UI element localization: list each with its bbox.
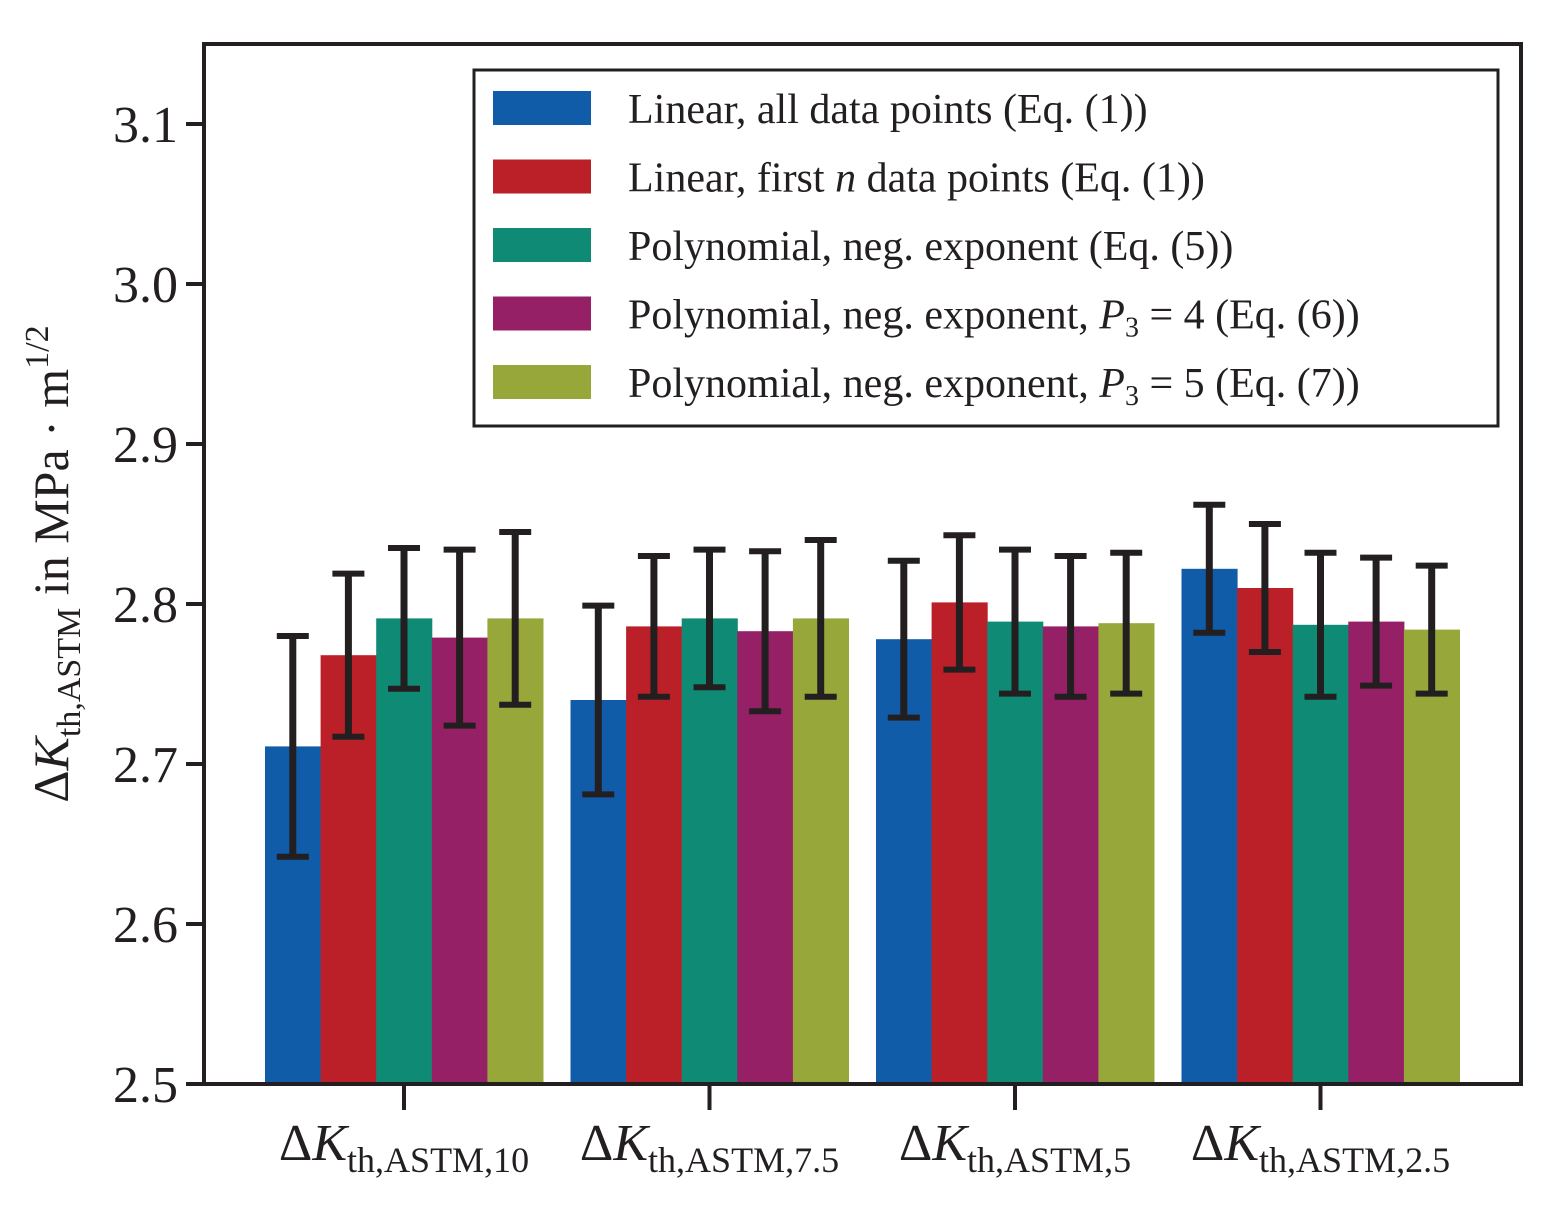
bars-layer <box>265 568 1460 1084</box>
legend-text-post: = 5 (Eq. (7)) <box>1139 361 1360 407</box>
legend: Linear, all data points (Eq. (1)) Linear,… <box>472 68 1500 428</box>
legend-swatch <box>493 159 591 194</box>
legend-frame <box>472 68 1500 428</box>
bar <box>1098 623 1155 1084</box>
plot-frame <box>202 42 1523 1086</box>
x-tick-label: ΔKth,ASTM,10 <box>279 1115 529 1180</box>
legend-var: P <box>1098 293 1125 339</box>
legend-swatch <box>493 91 591 125</box>
legend-text: Polynomial, neg. exponent, <box>628 293 1099 339</box>
legend-var: P <box>1098 361 1125 407</box>
x-tick-label: ΔKth,ASTM,5 <box>899 1115 1131 1180</box>
bar <box>1042 626 1099 1084</box>
y-tick-label: 3.0 <box>113 257 178 314</box>
bar <box>1292 624 1349 1084</box>
bar <box>1403 629 1460 1084</box>
legend-entry: Linear, all data points (Eq. (1)) <box>628 87 1148 133</box>
y-axis: 2.5 2.6 2.7 2.8 2.9 3.0 3.1 <box>113 97 204 1114</box>
legend-text-post: = 4 (Eq. (6)) <box>1139 293 1360 339</box>
x-tick-label: ΔKth,ASTM,2.5 <box>1191 1115 1450 1180</box>
bar <box>987 621 1044 1084</box>
x-label-delta: Δ <box>580 1115 613 1172</box>
legend-text: Polynomial, neg. exponent, <box>628 361 1099 407</box>
legend-sub: 3 <box>1125 313 1139 344</box>
legend-swatch <box>493 228 591 262</box>
x-label-delta: Δ <box>279 1115 312 1172</box>
ylabel-unit: in MPa · m <box>23 369 79 608</box>
x-label-delta: Δ <box>899 1115 932 1172</box>
x-label-var: K <box>612 1115 650 1172</box>
legend-entry: Polynomial, neg. exponent, P3 = 4 (Eq. (… <box>628 293 1360 344</box>
legend-entry: Polynomial, neg. exponent (Eq. (5)) <box>628 224 1233 270</box>
bar <box>376 618 433 1084</box>
bar <box>1237 588 1294 1084</box>
bar <box>626 626 683 1084</box>
legend-sub: 3 <box>1125 381 1139 412</box>
x-tick-label: ΔKth,ASTM,7.5 <box>580 1115 839 1180</box>
legend-text: Polynomial, neg. exponent (Eq. (5)) <box>628 224 1233 270</box>
y-axis-label: ΔKth,ASTM in MPa · m1/2 <box>19 325 88 802</box>
error-bars-layer <box>276 501 1448 860</box>
x-label-var: K <box>311 1115 349 1172</box>
ylabel-sub: th,ASTM <box>51 608 88 737</box>
bar <box>931 602 988 1084</box>
legend-swatch <box>493 365 591 399</box>
ylabel-delta: Δ <box>23 770 79 802</box>
legend-text: Linear, all data points (Eq. (1)) <box>628 87 1148 133</box>
x-label-delta: Δ <box>1191 1115 1224 1172</box>
legend-swatch <box>493 296 591 331</box>
x-label-var: K <box>931 1115 969 1172</box>
x-label-sub: th,ASTM,7.5 <box>648 1140 839 1180</box>
bar <box>1348 621 1405 1084</box>
y-tick-label: 2.9 <box>113 417 178 474</box>
y-tick-label: 2.8 <box>113 577 178 634</box>
y-tick-label: 2.5 <box>113 1057 178 1114</box>
x-axis: ΔKth,ASTM,10 ΔKth,ASTM,7.5 ΔKth,ASTM,5 ΔKth… <box>279 1084 1450 1180</box>
bar <box>1181 568 1238 1084</box>
bar <box>681 618 738 1084</box>
ylabel-exp: 1/2 <box>19 325 56 368</box>
x-label-sub: th,ASTM,10 <box>347 1140 529 1180</box>
x-label-var: K <box>1223 1115 1261 1172</box>
y-tick-label: 3.1 <box>113 97 178 154</box>
legend-var: n <box>835 156 856 202</box>
legend-entry: Polynomial, neg. exponent, P3 = 5 (Eq. (… <box>628 361 1360 412</box>
x-label-sub: th,ASTM,5 <box>967 1140 1131 1180</box>
ylabel-var: K <box>23 734 79 771</box>
legend-text-post: data points (Eq. (1)) <box>856 156 1205 202</box>
legend-text: Linear, first <box>628 156 835 202</box>
y-tick-label: 2.6 <box>113 897 178 954</box>
x-label-sub: th,ASTM,2.5 <box>1259 1140 1450 1180</box>
y-tick-label: 2.7 <box>113 737 178 794</box>
legend-entry: Linear, first n data points (Eq. (1)) <box>628 156 1205 202</box>
